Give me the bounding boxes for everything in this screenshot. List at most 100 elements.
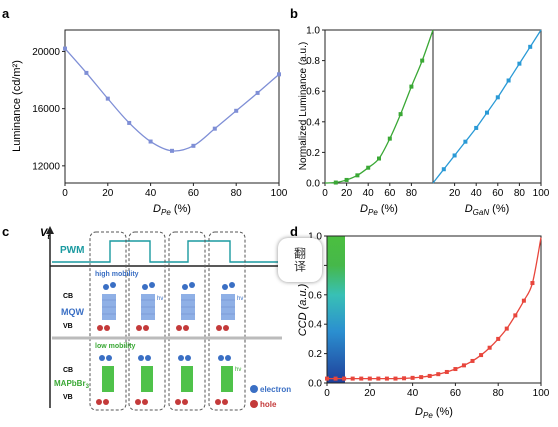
chart-b-left-ytick-label: 0.4 [306,117,320,128]
electron-dot [185,355,191,361]
chart-b-left-xtick-label: 0 [322,188,328,199]
chart-d-data-point [496,336,501,341]
chart-b-right-frame [432,29,542,184]
chart-b-left-data-point [344,177,349,182]
schematic-v-arrow [46,226,54,234]
chart-d-data-point [376,376,381,381]
phase-box-1 [89,231,127,411]
chart-d-xlabel: DPe (%) [415,406,453,420]
hole-dot [215,399,221,405]
hole-dot [135,399,141,405]
chart-d-xtick-label: 60 [450,388,462,399]
chart-d-data-point [393,376,398,381]
chart-b-left-data-point [409,84,414,89]
hole-dot [222,399,228,405]
chart-b-left-data-point [387,136,392,141]
hole-dot [175,399,181,405]
chart-d-data-point [521,298,526,303]
chart-d-data-point [444,369,449,374]
chart-b-right-data-point [528,44,533,49]
chart-d-data-point [350,376,355,381]
photon-label: hν [235,367,241,373]
chart-d-ytick-label: 1.0 [308,232,322,243]
chart-b-left-xtick-label: 20 [341,188,353,199]
chart-d-data-point [504,326,509,331]
chart-a-data-point [84,70,89,75]
chart-d-data-point [384,376,389,381]
perovskite-block [102,366,114,392]
chart-b-right-data-point [474,125,479,130]
chart-a-data-point [105,96,110,101]
chart-b-right-xtick-label: 80 [514,188,526,199]
legend-electron-dot [250,385,258,393]
chart-a-data-point [255,90,260,95]
hole-dot [183,325,189,331]
chart-b-left-data-point [377,156,381,161]
chart-a-data-point [170,148,174,153]
translate-icon[interactable]: 翻译 [278,238,322,282]
pwm-label: PWM [60,245,84,256]
electron-dot [218,355,224,361]
chart-b-left-xtick-label: 40 [363,188,375,199]
chart-a-xtick-label: 100 [271,188,288,199]
chart-b-left-data-point [420,58,425,63]
chart-a-ylabel: Luminance (cd/m²) [11,60,23,152]
chart-d-xtick-label: 100 [533,388,550,399]
chart-d-ytick-label: 0.6 [308,290,322,301]
chart-a-series-line [64,48,280,152]
photon-label: hν [157,296,163,302]
panel-letter-a: a [2,6,10,21]
mqw-label: MQW [61,307,84,317]
chart-a-xlabel: DPe (%) [153,203,191,217]
chart-d-data-point [419,375,424,380]
electron-dot [103,284,109,290]
electron-dot [222,284,228,290]
high-mobility-label: high mobility [95,271,139,278]
schematic-c: Vt t PWM high mobility low mobility CB M… [40,226,291,411]
vb-label-bottom: VB [63,394,73,401]
chart-a-data-point [127,120,132,125]
chart-b-right-data-point [463,139,468,144]
chart-b-right-data-point [506,78,511,83]
chart-a-ytick-label: 16000 [32,104,60,115]
hole-dot [104,325,110,331]
chart-d-xtick-label: 20 [364,388,376,399]
chart-b: 0 20 40 60 80 0.0 0.2 0.4 0.6 0.8 1.0 20 40 60 80 100 N… [298,26,550,218]
chart-d-xtick-label: 40 [407,388,419,399]
hole-dot [96,399,102,405]
hole-dot [142,399,148,405]
chart-a-data-point [234,108,239,113]
chart-d-data-point [453,367,458,372]
chart-d-data-point [342,376,347,381]
chart-b-left-ytick-label: 0.0 [306,179,320,190]
chart-d-xtick-label: 80 [493,388,505,399]
chart-b-left-ytick-label: 0.6 [306,87,320,98]
chart-d-data-point [461,363,466,368]
chart-a-xtick-label: 0 [62,188,68,199]
chart-a-data-point [148,139,153,144]
electron-dot [138,355,144,361]
chart-a-xtick-label: 60 [188,188,200,199]
chart-a-data-point [277,72,281,77]
chart-d-data-point [359,376,364,381]
phase-box-4 [208,231,246,411]
phase-box-3 [168,231,206,411]
chart-d-xtick-label: 0 [324,388,330,399]
phase-box-2 [128,231,166,411]
chart-a: 0 20 40 60 80 100 12000 16000 20000 Luminance (c… [11,29,288,217]
chart-b-right-xtick-label: 60 [492,188,504,199]
legend-electron-label: electron [260,385,291,394]
chart-d-data-point [427,373,432,378]
perovskite-block [181,366,193,392]
chart-b-right-data-point [441,167,446,172]
electron-dot [106,355,112,361]
chart-b-left-data-point [366,165,371,170]
chart-a-frame [64,29,280,184]
chart-a-data-point [63,46,67,51]
photon-label: hν [237,296,243,302]
low-mobility-label: low mobility [95,343,136,350]
chart-b-right-xlabel: DGaN (%) [465,203,510,217]
hole-dot [103,399,109,405]
hole-dot [223,325,229,331]
